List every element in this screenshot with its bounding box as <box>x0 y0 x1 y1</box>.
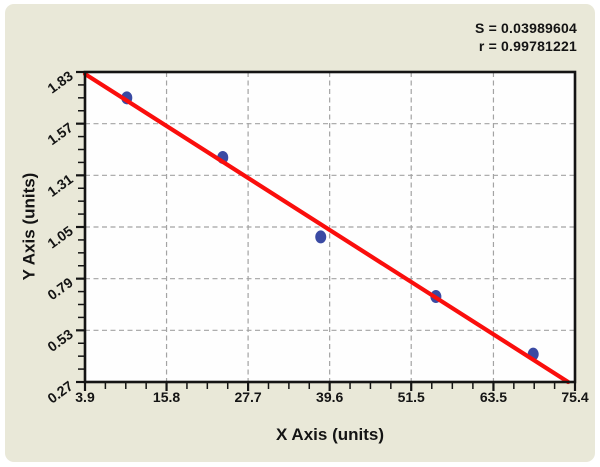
stat-s-value: S = 0.03989604 <box>474 20 577 36</box>
plot-border <box>83 70 577 384</box>
x-tick-label: 27.7 <box>234 389 261 405</box>
x-tick-label: 51.5 <box>398 389 425 405</box>
y-tick-label: 0.79 <box>44 274 76 303</box>
x-tick-label: 3.9 <box>75 389 95 405</box>
stats-annotation: S = 0.03989604 r = 0.99781221 <box>475 20 577 55</box>
x-tick-label: 39.6 <box>316 389 343 405</box>
x-axis-title: X Axis (units) <box>276 425 384 444</box>
regression-line <box>82 71 571 385</box>
y-tick-label: 0.27 <box>44 377 76 406</box>
x-tick-label: 75.4 <box>561 389 588 405</box>
x-tick-label: 63.5 <box>480 389 507 405</box>
y-tick-label: 0.53 <box>44 326 76 355</box>
y-tick-label: 1.57 <box>44 119 76 148</box>
stat-r-value: r = 0.99781221 <box>478 37 577 54</box>
data-point <box>315 230 327 244</box>
x-tick-label: 15.8 <box>153 389 180 405</box>
y-axis-title: Y Axis (units) <box>19 172 39 281</box>
y-tick-label: 1.83 <box>44 67 76 96</box>
y-tick-label: 1.31 <box>44 171 76 200</box>
y-tick-label: 1.05 <box>44 222 76 251</box>
